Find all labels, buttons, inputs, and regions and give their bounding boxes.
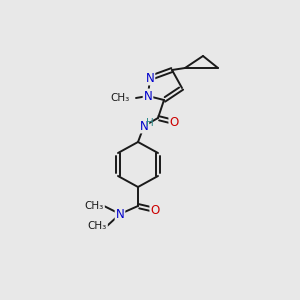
Text: O: O bbox=[150, 203, 160, 217]
Text: N: N bbox=[116, 208, 124, 220]
Text: CH₃: CH₃ bbox=[85, 201, 104, 211]
Text: O: O bbox=[169, 116, 178, 128]
Text: CH₃: CH₃ bbox=[111, 93, 130, 103]
Text: CH₃: CH₃ bbox=[88, 221, 107, 231]
Text: N: N bbox=[140, 119, 148, 133]
Text: H: H bbox=[146, 118, 154, 128]
Text: N: N bbox=[144, 89, 152, 103]
Text: N: N bbox=[146, 71, 154, 85]
